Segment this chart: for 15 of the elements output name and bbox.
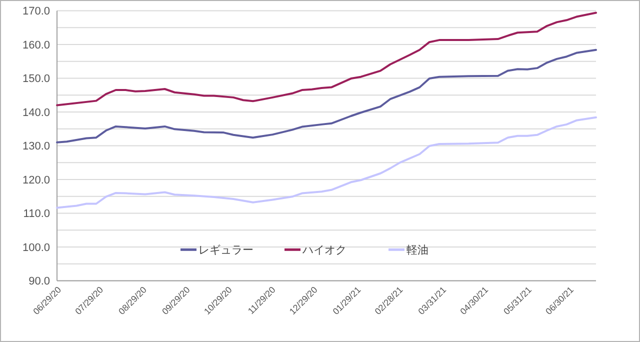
line-series [56, 116, 597, 209]
y-tick-label: 90.0 [28, 276, 50, 288]
legend-label: レギュラー [198, 244, 254, 257]
y-tick-label: 150.0 [22, 73, 50, 86]
y-tick-label: 160.0 [22, 39, 50, 52]
line-series [56, 12, 597, 106]
legend-label: 軽油 [406, 244, 428, 257]
y-tick-label: 120.0 [22, 174, 50, 186]
y-tick-label: 100.0 [22, 242, 50, 254]
line-series [56, 48, 597, 144]
y-tick-label: 110.0 [23, 208, 50, 220]
legend-label: ハイオク [302, 244, 346, 257]
y-tick-label: 140.0 [22, 106, 50, 119]
y-tick-label: 170.0 [22, 6, 50, 18]
y-tick-label: 130.0 [22, 140, 50, 153]
